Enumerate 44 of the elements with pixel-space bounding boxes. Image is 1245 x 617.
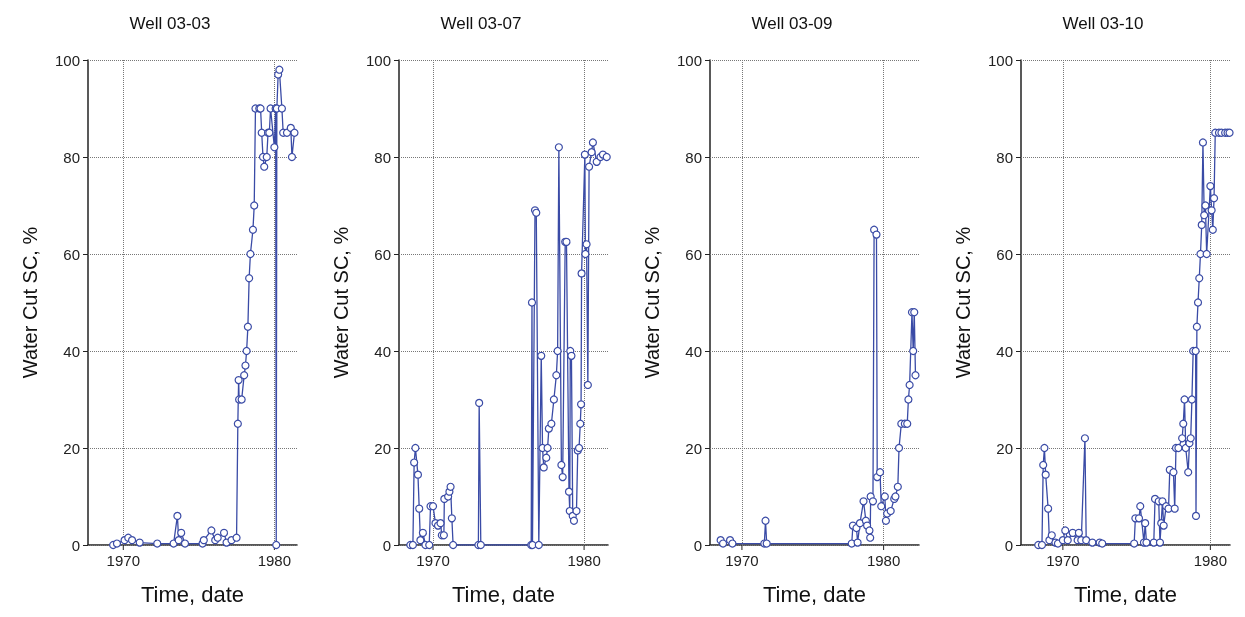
y-tick-label: 100: [365, 51, 391, 69]
y-tick-label: 0: [71, 536, 80, 554]
y-axis-title: Water Cut SC, %: [330, 226, 352, 379]
y-tick-label: 80: [63, 148, 80, 166]
y-tick-label: 40: [996, 342, 1013, 360]
y-axis-title: Water Cut SC, %: [952, 226, 974, 379]
y-tick-label: 60: [685, 245, 702, 263]
y-tick-label: 0: [693, 536, 702, 554]
y-tick-label: 20: [685, 439, 702, 457]
x-axis-title: Time, date: [1073, 581, 1178, 607]
chart-title: Well 03-10: [1062, 14, 1144, 33]
y-tick-label: 40: [63, 342, 80, 360]
x-axis-title: Time, date: [451, 581, 556, 607]
x-tick-label: 1980: [567, 552, 601, 569]
y-tick-label: 20: [63, 439, 80, 457]
x-axis-title: Time, date: [140, 581, 245, 607]
y-tick-label: 20: [374, 439, 391, 457]
y-tick-label: 60: [63, 245, 80, 263]
x-axis-title: Time, date: [762, 581, 867, 607]
y-tick-label: 100: [676, 51, 702, 69]
y-tick-label: 60: [996, 245, 1013, 263]
y-axis-title: Water Cut SC, %: [19, 226, 41, 379]
y-tick-label: 40: [374, 342, 391, 360]
x-tick-label: 1980: [1193, 552, 1228, 569]
chart-title: Well 03-03: [129, 14, 211, 33]
y-tick-label: 40: [685, 342, 702, 360]
x-tick-label: 1970: [1046, 552, 1080, 569]
x-tick-label: 1970: [106, 552, 140, 569]
y-tick-label: 80: [996, 148, 1013, 166]
y-tick-label: 100: [54, 51, 80, 69]
x-tick-label: 1970: [416, 552, 450, 569]
y-axis-title: Water Cut SC, %: [641, 226, 663, 379]
chart-title: Well 03-09: [751, 14, 833, 33]
y-tick-label: 60: [374, 245, 391, 263]
y-tick-label: 100: [987, 51, 1013, 69]
y-tick-label: 80: [685, 148, 702, 166]
x-tick-label: 1980: [866, 552, 901, 569]
x-tick-label: 1970: [725, 552, 759, 569]
y-tick-label: 20: [996, 439, 1013, 457]
y-tick-label: 0: [382, 536, 391, 554]
y-tick-label: 0: [1004, 536, 1013, 554]
x-tick-label: 1980: [257, 552, 292, 569]
chart-title: Well 03-07: [440, 14, 522, 33]
y-tick-label: 80: [374, 148, 391, 166]
